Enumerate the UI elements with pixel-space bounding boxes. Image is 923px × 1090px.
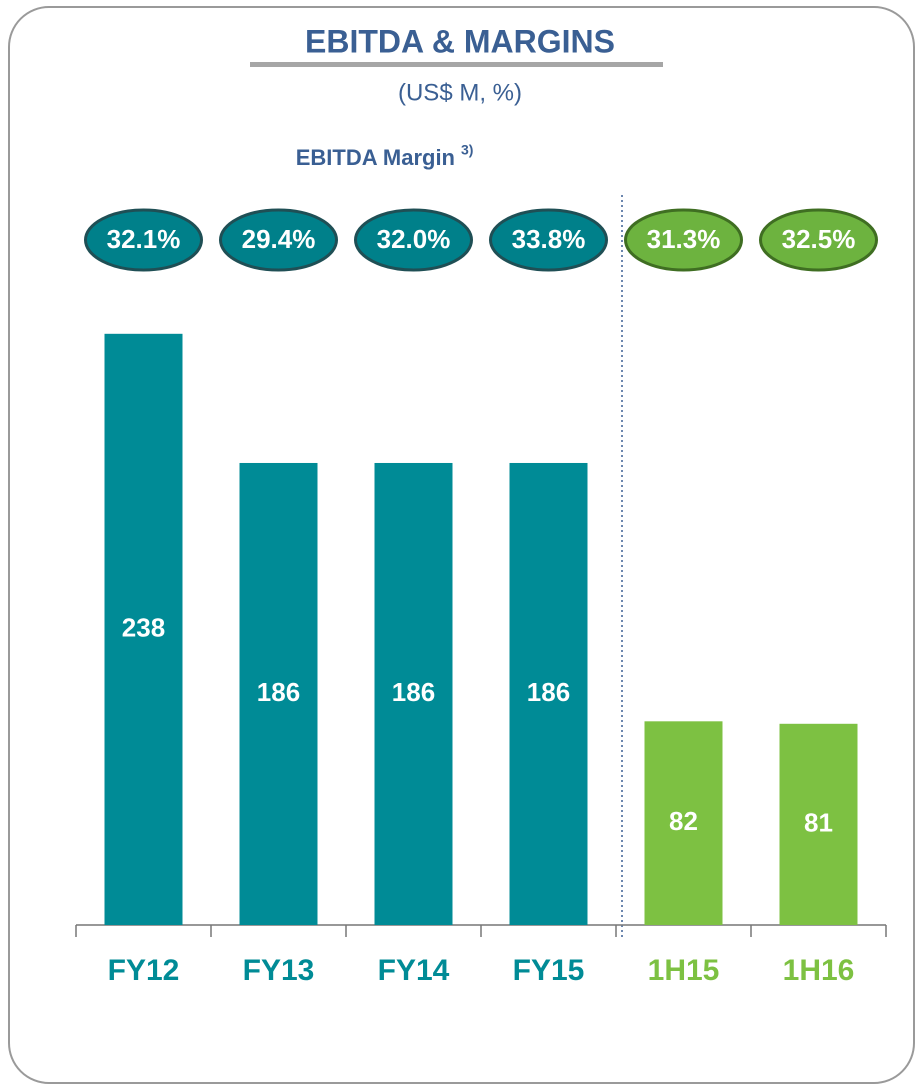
bar [779,723,858,925]
bar [509,462,588,925]
margin-title: EBITDA Margin [296,145,455,170]
bar-value-label: 82 [669,806,698,836]
x-tick-label: 1H16 [783,954,855,987]
bar-value-label: 186 [392,677,435,707]
x-tick-label: FY15 [513,954,585,987]
margin-label: 32.1% [107,224,181,254]
title-underline [250,62,663,67]
x-tick-label: FY12 [108,954,180,987]
margin-label: 32.0% [377,224,451,254]
margin-label: 29.4% [242,224,316,254]
bar [374,462,453,925]
margin-oval [219,208,338,272]
margin-label: 31.3% [647,224,721,254]
margin-label: 32.5% [782,224,856,254]
bar [104,333,183,926]
margin-oval [354,208,473,272]
chart-title: EBITDA & MARGINS [305,23,615,59]
margin-oval [489,208,608,272]
bar-value-label: 81 [804,807,833,837]
margin-oval [759,208,878,272]
bar-value-label: 238 [122,612,165,642]
margin-oval [624,208,743,272]
margin-oval [84,208,203,272]
margin-label: 33.8% [512,224,586,254]
margin-note: 3) [461,142,473,158]
bar [644,721,723,925]
x-tick-label: FY13 [243,954,315,987]
bar-value-label: 186 [257,677,300,707]
subtitle: (US$ M, %) [398,79,522,106]
bar-value-label: 186 [527,677,570,707]
x-tick-label: FY14 [378,954,450,987]
x-tick-label: 1H15 [648,954,720,987]
bar [239,462,318,925]
